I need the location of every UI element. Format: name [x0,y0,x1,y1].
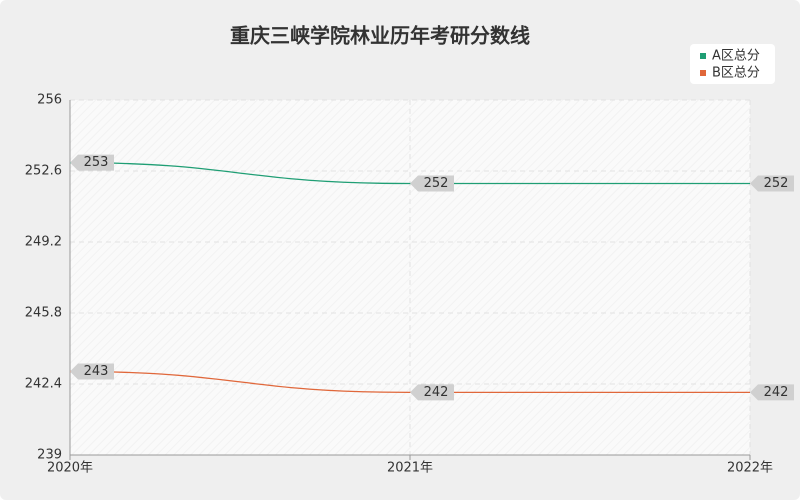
data-label-tag [410,175,454,192]
series-line [69,161,750,185]
y-tick-label: 252.6 [25,164,62,179]
series-line [69,370,750,394]
data-label-tag [750,175,794,192]
data-label: 242 [424,385,449,400]
y-tick-label: 256 [37,93,62,108]
data-label-tag [750,384,794,401]
x-tick-label: 2021年 [387,461,433,476]
y-tick-label: 245.8 [25,306,62,321]
plot-area [70,100,750,455]
data-label-tag [410,384,454,401]
data-label: 243 [84,364,109,379]
data-label-tag [70,154,114,171]
data-label: 252 [764,176,789,191]
chart-title: 重庆三峡学院林业历年考研分数线 [230,24,530,48]
legend-label: A区总分 [712,49,760,64]
data-label: 252 [424,176,449,191]
legend-label: B区总分 [712,66,760,81]
legend-swatch [700,70,706,76]
y-tick-label: 242.4 [25,377,62,392]
legend-swatch [700,53,706,59]
data-label-tag [70,363,114,380]
data-label: 242 [764,385,789,400]
legend-box [690,44,775,84]
y-tick-label: 249.2 [25,235,62,250]
data-label: 253 [84,155,109,170]
y-tick-label: 239 [37,448,62,463]
x-tick-label: 2022年 [727,461,773,476]
x-tick-label: 2020年 [47,461,93,476]
